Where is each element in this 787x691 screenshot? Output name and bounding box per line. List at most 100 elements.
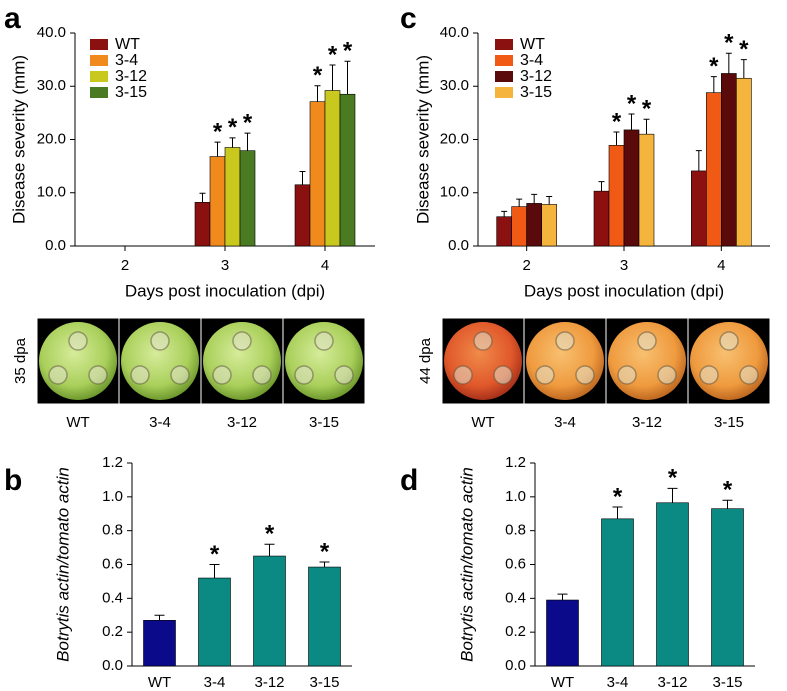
x-axis-title: Days post inoculation (dpi) xyxy=(524,281,724,300)
error-bar xyxy=(710,76,717,93)
y-tick-label: 20.0 xyxy=(440,130,469,147)
y-tick-label: 0.4 xyxy=(102,589,123,606)
legend-swatch xyxy=(495,55,513,66)
y-tick-label: 40.0 xyxy=(440,24,469,41)
bar xyxy=(308,566,341,667)
error-bar xyxy=(319,561,330,568)
photo-caption: 3-12 xyxy=(227,414,257,431)
y-tick-label: 0.8 xyxy=(505,522,526,539)
y-tick-label: 0.0 xyxy=(45,237,66,254)
significance-mark: * xyxy=(613,483,623,510)
significance-mark: * xyxy=(210,541,220,568)
y-axis-title: Disease severity (mm) xyxy=(9,55,28,224)
photo-label: 44 dpa xyxy=(417,337,434,384)
legend-label: 3-15 xyxy=(115,84,147,101)
bar xyxy=(638,133,655,247)
legend-label: WT xyxy=(520,36,545,53)
significance-mark: * xyxy=(328,41,338,68)
lesion xyxy=(657,365,677,385)
lesion xyxy=(617,365,637,385)
x-tick-label: WT xyxy=(148,674,171,691)
legend-label: 3-12 xyxy=(520,68,552,85)
y-tick-label: 0.2 xyxy=(505,623,526,640)
error-bar xyxy=(531,193,538,204)
bar xyxy=(309,101,326,247)
error-bar xyxy=(244,132,251,151)
bar xyxy=(194,202,211,247)
x-tick-label: 2 xyxy=(121,257,129,274)
y-tick-label: 0.0 xyxy=(448,237,469,254)
y-tick-label: 0.6 xyxy=(505,555,526,572)
panel-label: d xyxy=(400,464,418,497)
error-bar xyxy=(314,85,321,102)
panel-label: c xyxy=(400,2,417,35)
legend-label: 3-15 xyxy=(520,84,552,101)
error-bar xyxy=(740,59,747,79)
bar xyxy=(546,599,579,667)
bar xyxy=(526,203,542,247)
lesion xyxy=(453,365,473,385)
panel-label: b xyxy=(4,464,22,497)
error-bar xyxy=(229,137,236,148)
significance-mark: * xyxy=(265,521,275,548)
error-bar xyxy=(598,181,605,192)
bar xyxy=(209,156,226,247)
bar xyxy=(601,518,634,667)
y-tick-label: 10.0 xyxy=(37,184,66,201)
x-tick-label: 3-4 xyxy=(607,674,629,691)
bar xyxy=(721,73,737,247)
error-bar xyxy=(199,192,206,203)
bar xyxy=(623,129,640,247)
y-axis-title: Botrytis actin/tomato actin xyxy=(53,467,72,662)
x-tick-label: 4 xyxy=(717,257,725,274)
x-tick-label: 4 xyxy=(321,257,329,274)
bar xyxy=(691,170,707,247)
lesion xyxy=(334,365,354,385)
error-bar xyxy=(329,64,336,91)
lesion xyxy=(232,331,252,351)
legend-swatch xyxy=(90,39,108,50)
y-tick-label: 30.0 xyxy=(440,77,469,94)
legend-swatch xyxy=(495,71,513,82)
y-tick-label: 30.0 xyxy=(37,77,66,94)
y-tick-label: 10.0 xyxy=(440,184,469,201)
y-tick-label: 1.0 xyxy=(102,488,123,505)
legend-swatch xyxy=(90,71,108,82)
panel-label: a xyxy=(4,2,21,35)
photo-caption: 3-12 xyxy=(632,414,662,431)
significance-mark: * xyxy=(723,477,733,504)
error-bar xyxy=(264,543,275,557)
lesion xyxy=(68,331,88,351)
lesion xyxy=(170,365,190,385)
legend-label: 3-4 xyxy=(115,52,138,69)
error-bar xyxy=(344,60,351,95)
error-bar xyxy=(628,113,635,130)
legend-swatch xyxy=(495,87,513,98)
legend-swatch xyxy=(495,39,513,50)
y-tick-label: 1.0 xyxy=(505,488,526,505)
bar xyxy=(736,77,752,247)
bar xyxy=(198,577,231,667)
significance-mark: * xyxy=(627,90,637,117)
photo-caption: 3-4 xyxy=(149,414,171,431)
error-bar xyxy=(501,210,508,217)
y-tick-label: 1.2 xyxy=(505,454,526,471)
legend-swatch xyxy=(90,55,108,66)
y-tick-label: 20.0 xyxy=(37,130,66,147)
photo-caption: 3-4 xyxy=(554,414,576,431)
lesion xyxy=(212,365,232,385)
significance-mark: * xyxy=(739,36,749,63)
y-tick-label: 0.2 xyxy=(102,623,123,640)
error-bar xyxy=(725,52,732,74)
lesion xyxy=(130,365,150,385)
x-tick-label: WT xyxy=(551,674,574,691)
bar xyxy=(294,184,311,247)
error-bar xyxy=(516,198,523,207)
lesion xyxy=(555,331,575,351)
bar xyxy=(706,92,722,247)
significance-mark: * xyxy=(228,114,238,141)
error-bar xyxy=(154,614,165,621)
lesion xyxy=(252,365,272,385)
lesion xyxy=(493,365,513,385)
